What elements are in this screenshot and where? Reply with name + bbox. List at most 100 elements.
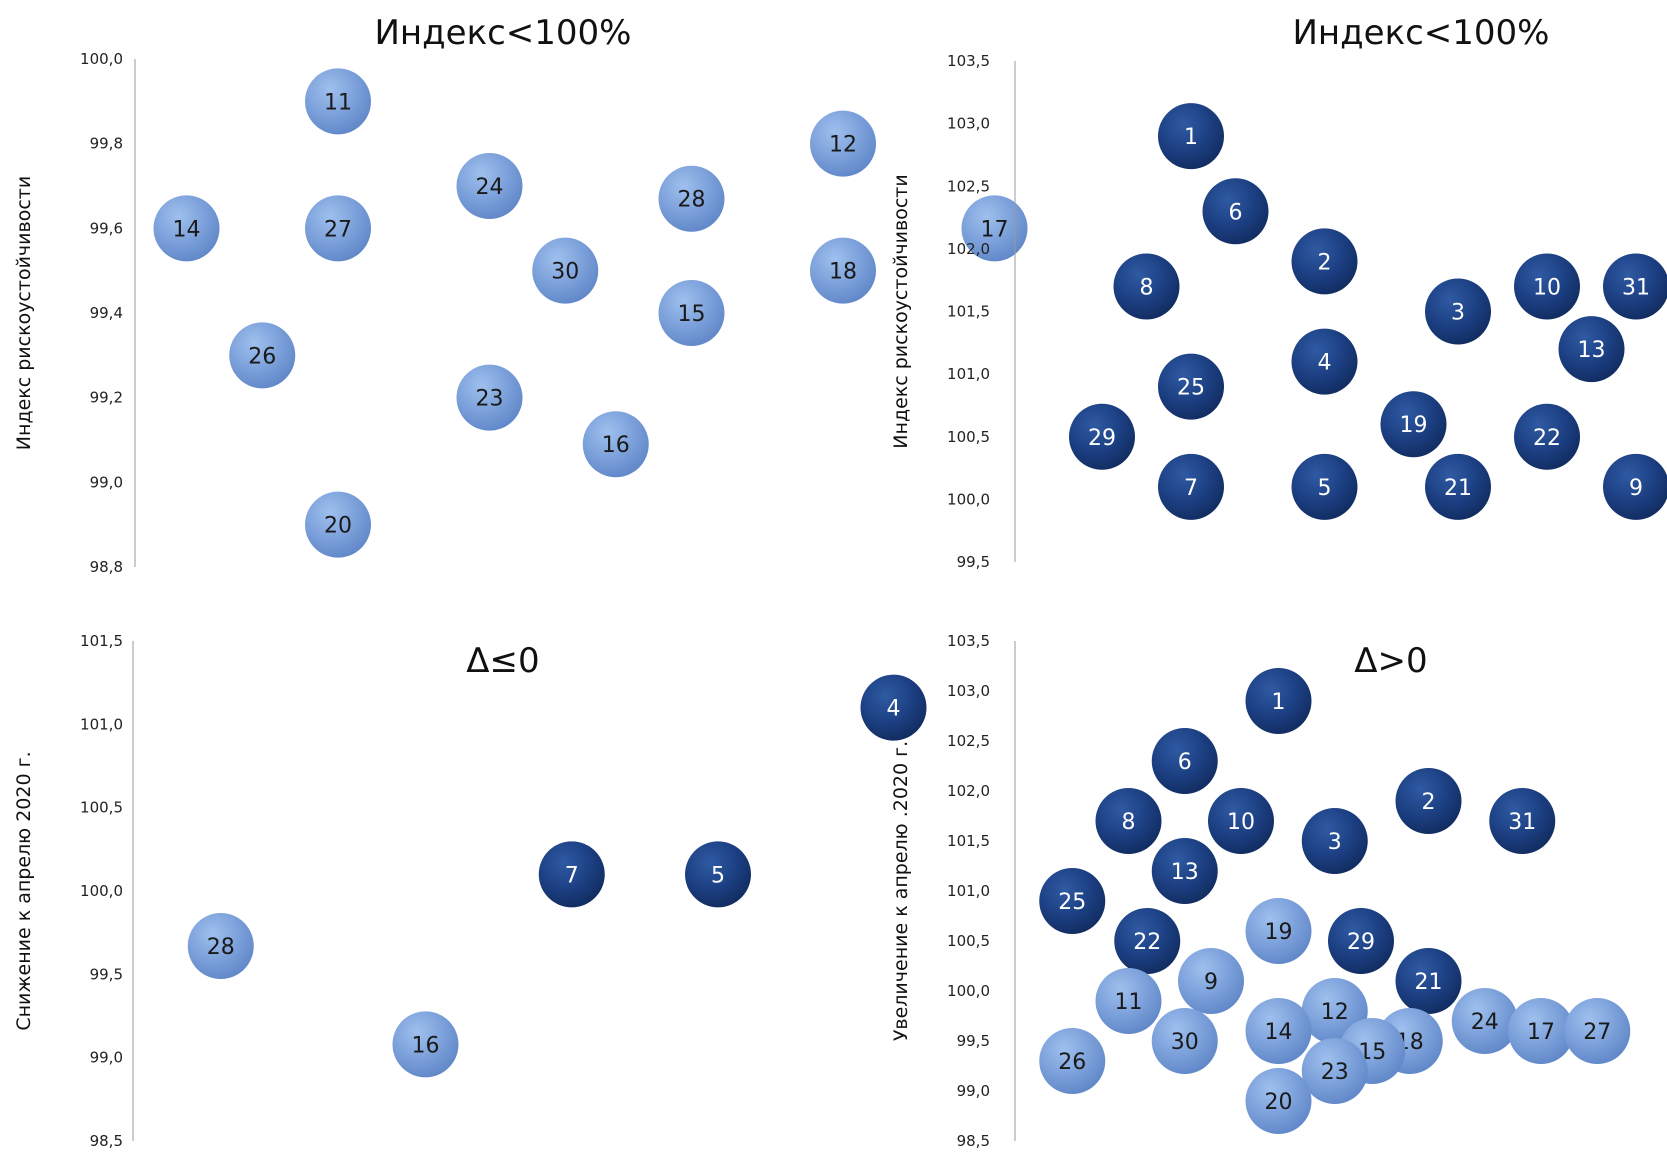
bubble-3: 3 — [1301, 808, 1368, 874]
y-tick-label: 101,5 — [947, 303, 990, 321]
bubble-8: 8 — [1095, 788, 1162, 854]
bubble-label: 17 — [1527, 1020, 1555, 1045]
bubble-marker — [153, 195, 220, 262]
bubble-marker — [1245, 998, 1312, 1064]
bubble-marker — [1603, 453, 1667, 520]
bubble-label: 25 — [1177, 376, 1205, 401]
y-axis-label: Снижение к апрелю 2020 г. — [13, 751, 35, 1030]
bubble-marker — [1114, 908, 1181, 974]
bubble-marker — [658, 165, 725, 232]
bubble-1: 1 — [1245, 668, 1312, 734]
bubble-marker — [1291, 453, 1358, 520]
y-tick-label: 99,0 — [90, 473, 123, 491]
bubble-marker — [1095, 968, 1162, 1034]
bubble-marker — [1069, 403, 1135, 470]
bubble-22: 22 — [1114, 908, 1181, 974]
y-tick-label: 100,5 — [947, 932, 990, 950]
bubble-label: 22 — [1533, 426, 1561, 451]
chart-panel-4: 103,5 103,0 102,5 102,0 101,5 101,0 100,5 100,0… — [890, 632, 1631, 1150]
y-tick-label: 101,5 — [947, 832, 990, 850]
bubble-26: 26 — [1039, 1028, 1106, 1094]
bubble-label: 3 — [1451, 301, 1465, 326]
bubble-25: 25 — [1039, 868, 1106, 934]
bubble-label: 6 — [1178, 750, 1192, 775]
bubble-label: 24 — [476, 175, 504, 200]
bubble-label: 22 — [1133, 930, 1161, 955]
chart-title: Индекс<100% — [1292, 13, 1549, 53]
bubble-20: 20 — [305, 491, 371, 558]
bubble-label: 16 — [412, 1033, 440, 1058]
chart-title: Индекс<100% — [374, 13, 631, 53]
y-tick-label: 98,5 — [957, 1132, 990, 1150]
bubble-marker — [1039, 868, 1106, 934]
bubble-15: 15 — [658, 280, 725, 346]
bubble-label: 8 — [1140, 275, 1154, 300]
bubble-27: 27 — [1564, 998, 1631, 1064]
y-tick-label: 98,5 — [90, 1132, 123, 1150]
bubble-10: 10 — [1208, 788, 1274, 854]
bubble-4: 4 — [1291, 328, 1358, 395]
y-tick-label: 100,5 — [80, 799, 123, 817]
bubble-marker — [810, 237, 876, 304]
y-tick-label: 99,5 — [957, 553, 990, 571]
bubble-18: 18 — [810, 237, 876, 304]
bubble-marker — [810, 110, 876, 177]
bubble-11: 11 — [305, 68, 371, 135]
bubble-marker — [582, 411, 649, 478]
bubble-label: 16 — [602, 433, 630, 458]
bubble-marker — [1158, 453, 1224, 520]
bubble-28: 28 — [187, 913, 254, 979]
bubble-label: 25 — [1058, 890, 1086, 915]
bubble-label: 7 — [565, 863, 579, 888]
bubble-13: 13 — [1151, 838, 1218, 904]
bubble-29: 29 — [1328, 908, 1394, 974]
bubble-marker — [1514, 403, 1580, 470]
bubble-label: 9 — [1629, 476, 1643, 501]
bubble-29: 29 — [1069, 403, 1135, 470]
bubble-label: 14 — [1265, 1020, 1293, 1045]
bubble-label: 30 — [551, 260, 579, 285]
bubble-11: 11 — [1095, 968, 1162, 1034]
bubble-label: 12 — [829, 133, 857, 158]
bubble-17: 17 — [961, 195, 1028, 262]
bubble-24: 24 — [1451, 988, 1518, 1054]
bubble-16: 16 — [392, 1011, 459, 1078]
y-tick-label: 103,5 — [947, 52, 990, 70]
chart-panel-3: 101,5 101,0 100,5 100,0 99,5 99,0 98,5 Δ≤0 Сниже… — [13, 632, 927, 1150]
y-tick-label: 99,4 — [90, 304, 123, 322]
bubble-label: 28 — [678, 188, 706, 213]
bubble-label: 29 — [1347, 930, 1375, 955]
bubble-marker — [1425, 278, 1491, 345]
bubble-marker — [187, 913, 254, 979]
bubble-label: 27 — [324, 217, 352, 242]
bubble-1: 1 — [1158, 103, 1224, 170]
bubble-label: 17 — [981, 217, 1009, 242]
bubble-marker — [1151, 1008, 1218, 1074]
chart-title: Δ≤0 — [466, 641, 539, 681]
y-tick-label: 101,0 — [947, 365, 990, 383]
bubble-5: 5 — [1291, 453, 1358, 520]
bubble-10: 10 — [1514, 253, 1580, 320]
y-tick-label: 100,0 — [947, 490, 990, 508]
bubble-31: 31 — [1603, 253, 1667, 320]
bubble-27: 27 — [305, 195, 371, 262]
bubble-marker — [1301, 1038, 1368, 1104]
bubble-14: 14 — [153, 195, 220, 262]
bubble-9: 9 — [1603, 453, 1667, 520]
bubble-label: 28 — [207, 935, 235, 960]
y-tick-label: 100,5 — [947, 428, 990, 446]
bubble-label: 12 — [1321, 1000, 1349, 1025]
bubble-label: 4 — [1318, 351, 1332, 376]
bubble-label: 9 — [1204, 970, 1218, 995]
bubble-22: 22 — [1514, 403, 1580, 470]
bubble-marker — [1095, 788, 1162, 854]
bubble-4: 4 — [860, 674, 927, 741]
y-tick-label: 101,0 — [947, 882, 990, 900]
bubble-marker — [1451, 988, 1518, 1054]
bubble-label: 15 — [678, 302, 706, 327]
bubble-label: 30 — [1171, 1030, 1199, 1055]
bubble-24: 24 — [456, 153, 523, 219]
bubble-marker — [961, 195, 1028, 262]
bubble-label: 2 — [1422, 790, 1436, 815]
bubble-marker — [1603, 253, 1667, 320]
